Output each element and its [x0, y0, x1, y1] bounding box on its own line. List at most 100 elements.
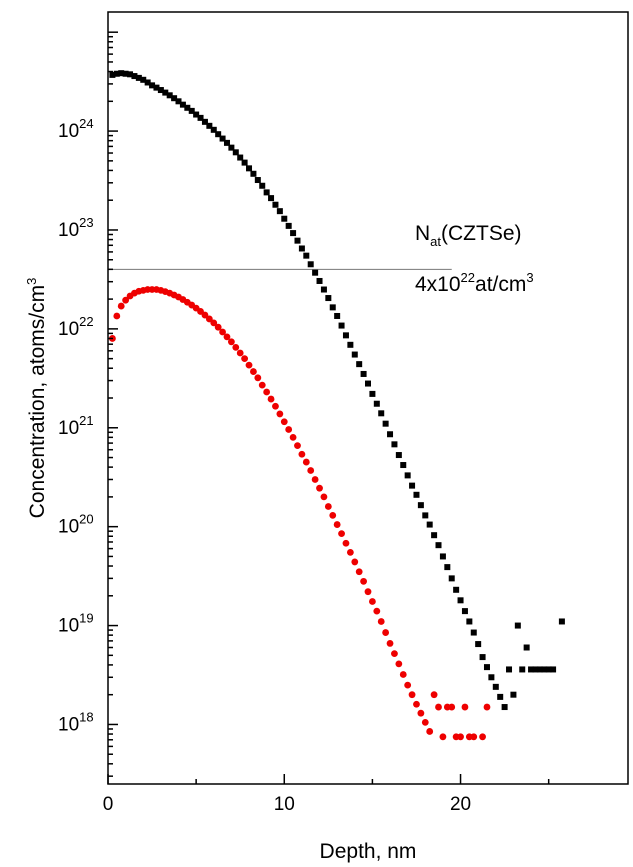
reference-value-sup: 22 [461, 270, 475, 285]
reference-line-value: 4x1022at/cm3 [415, 270, 534, 296]
y-tick-base: 10 [58, 714, 79, 735]
data-point-square [193, 111, 200, 118]
data-point-circle [241, 355, 249, 363]
data-point-circle [408, 691, 416, 699]
data-point-circle [355, 568, 363, 576]
data-point-square [223, 139, 230, 146]
y-tick-base: 10 [58, 517, 79, 538]
data-point-square [347, 341, 354, 348]
data-point-square [149, 82, 156, 89]
data-point-square [135, 74, 142, 81]
data-point-circle [227, 338, 235, 346]
data-point-square [387, 431, 394, 438]
x-tick-label: 10 [274, 794, 295, 815]
data-point-circle [219, 328, 226, 336]
data-point-square [483, 664, 490, 671]
data-point-square [356, 361, 363, 368]
data-point-square [439, 553, 446, 560]
data-point-square [378, 410, 385, 417]
x-axis-ticks: 0 10 20 [103, 774, 550, 815]
y-axis-label: Concentration, atoms/cm3 [24, 278, 49, 519]
data-point-square [422, 512, 429, 519]
data-point-circle [439, 733, 447, 741]
data-point-square [448, 575, 455, 582]
data-point-circle [391, 650, 398, 658]
data-point-circle [382, 629, 390, 636]
data-point-circle [404, 681, 412, 689]
data-point-circle [223, 333, 231, 341]
data-point-square [417, 502, 424, 509]
data-point-circle [324, 503, 332, 510]
data-point-square [290, 230, 297, 237]
y-tick-exponent: 22 [79, 314, 93, 329]
data-point-square [373, 400, 380, 407]
data-point-square [201, 118, 208, 125]
data-point-square [294, 237, 301, 244]
series-red-circles [109, 286, 491, 741]
data-point-square [254, 177, 261, 184]
data-point-circle [289, 433, 297, 441]
data-point-circle [258, 381, 266, 389]
data-point-circle [479, 733, 486, 741]
data-point-square [506, 666, 513, 673]
data-point-circle [435, 703, 442, 711]
y-axis-label-sup: 3 [24, 278, 39, 285]
data-point-square [144, 79, 151, 86]
data-point-circle [373, 607, 381, 615]
data-point-circle [320, 493, 328, 501]
data-point-square [206, 122, 213, 129]
data-point-square [171, 95, 178, 102]
data-point-circle [117, 302, 125, 310]
data-point-square [519, 666, 526, 673]
data-point-square [197, 114, 204, 121]
data-point-circle [342, 539, 350, 547]
data-point-square [488, 674, 495, 681]
data-point-square [131, 73, 138, 80]
x-tick-label: 20 [450, 794, 471, 815]
data-point-square [307, 261, 314, 268]
data-point-square [334, 312, 341, 319]
data-point-square [118, 70, 125, 77]
data-point-circle [346, 548, 354, 556]
y-tick-exponent: 18 [79, 709, 93, 724]
data-point-circle [201, 311, 209, 319]
data-point-square [232, 149, 239, 156]
data-point-square [179, 101, 186, 108]
data-point-square [351, 351, 358, 358]
data-point-square [215, 131, 222, 138]
data-point-circle [280, 418, 288, 426]
data-point-square [409, 482, 416, 489]
data-point-square [276, 208, 283, 215]
reference-value-post: at/cm [475, 273, 526, 296]
data-point-square [545, 666, 552, 673]
data-point-square [435, 542, 442, 549]
y-tick-label: 1024 [58, 116, 94, 142]
data-point-square [246, 165, 253, 172]
data-point-square [325, 295, 332, 302]
data-point-square [369, 390, 376, 397]
data-point-square [166, 92, 173, 99]
data-point-circle [430, 691, 438, 699]
data-point-square [316, 277, 323, 284]
y-tick-base: 10 [58, 616, 79, 637]
data-point-circle [329, 511, 337, 519]
data-point-circle [267, 395, 275, 403]
data-point-circle [483, 703, 491, 711]
data-point-square [558, 618, 565, 625]
data-point-square [272, 201, 279, 208]
data-point-circle [250, 368, 257, 375]
data-point-square [162, 89, 169, 96]
reference-label-n: N [415, 222, 430, 245]
data-point-square [470, 629, 477, 636]
data-point-square [303, 252, 310, 259]
data-point-square [122, 70, 129, 77]
data-point-circle [316, 484, 323, 492]
data-point-square [175, 98, 182, 105]
data-point-square [523, 644, 530, 651]
x-tick-label: 0 [103, 794, 114, 815]
data-point-circle [360, 577, 367, 585]
data-point-circle [298, 450, 306, 458]
reference-value-sup2: 3 [526, 270, 533, 285]
data-point-square [188, 107, 195, 114]
